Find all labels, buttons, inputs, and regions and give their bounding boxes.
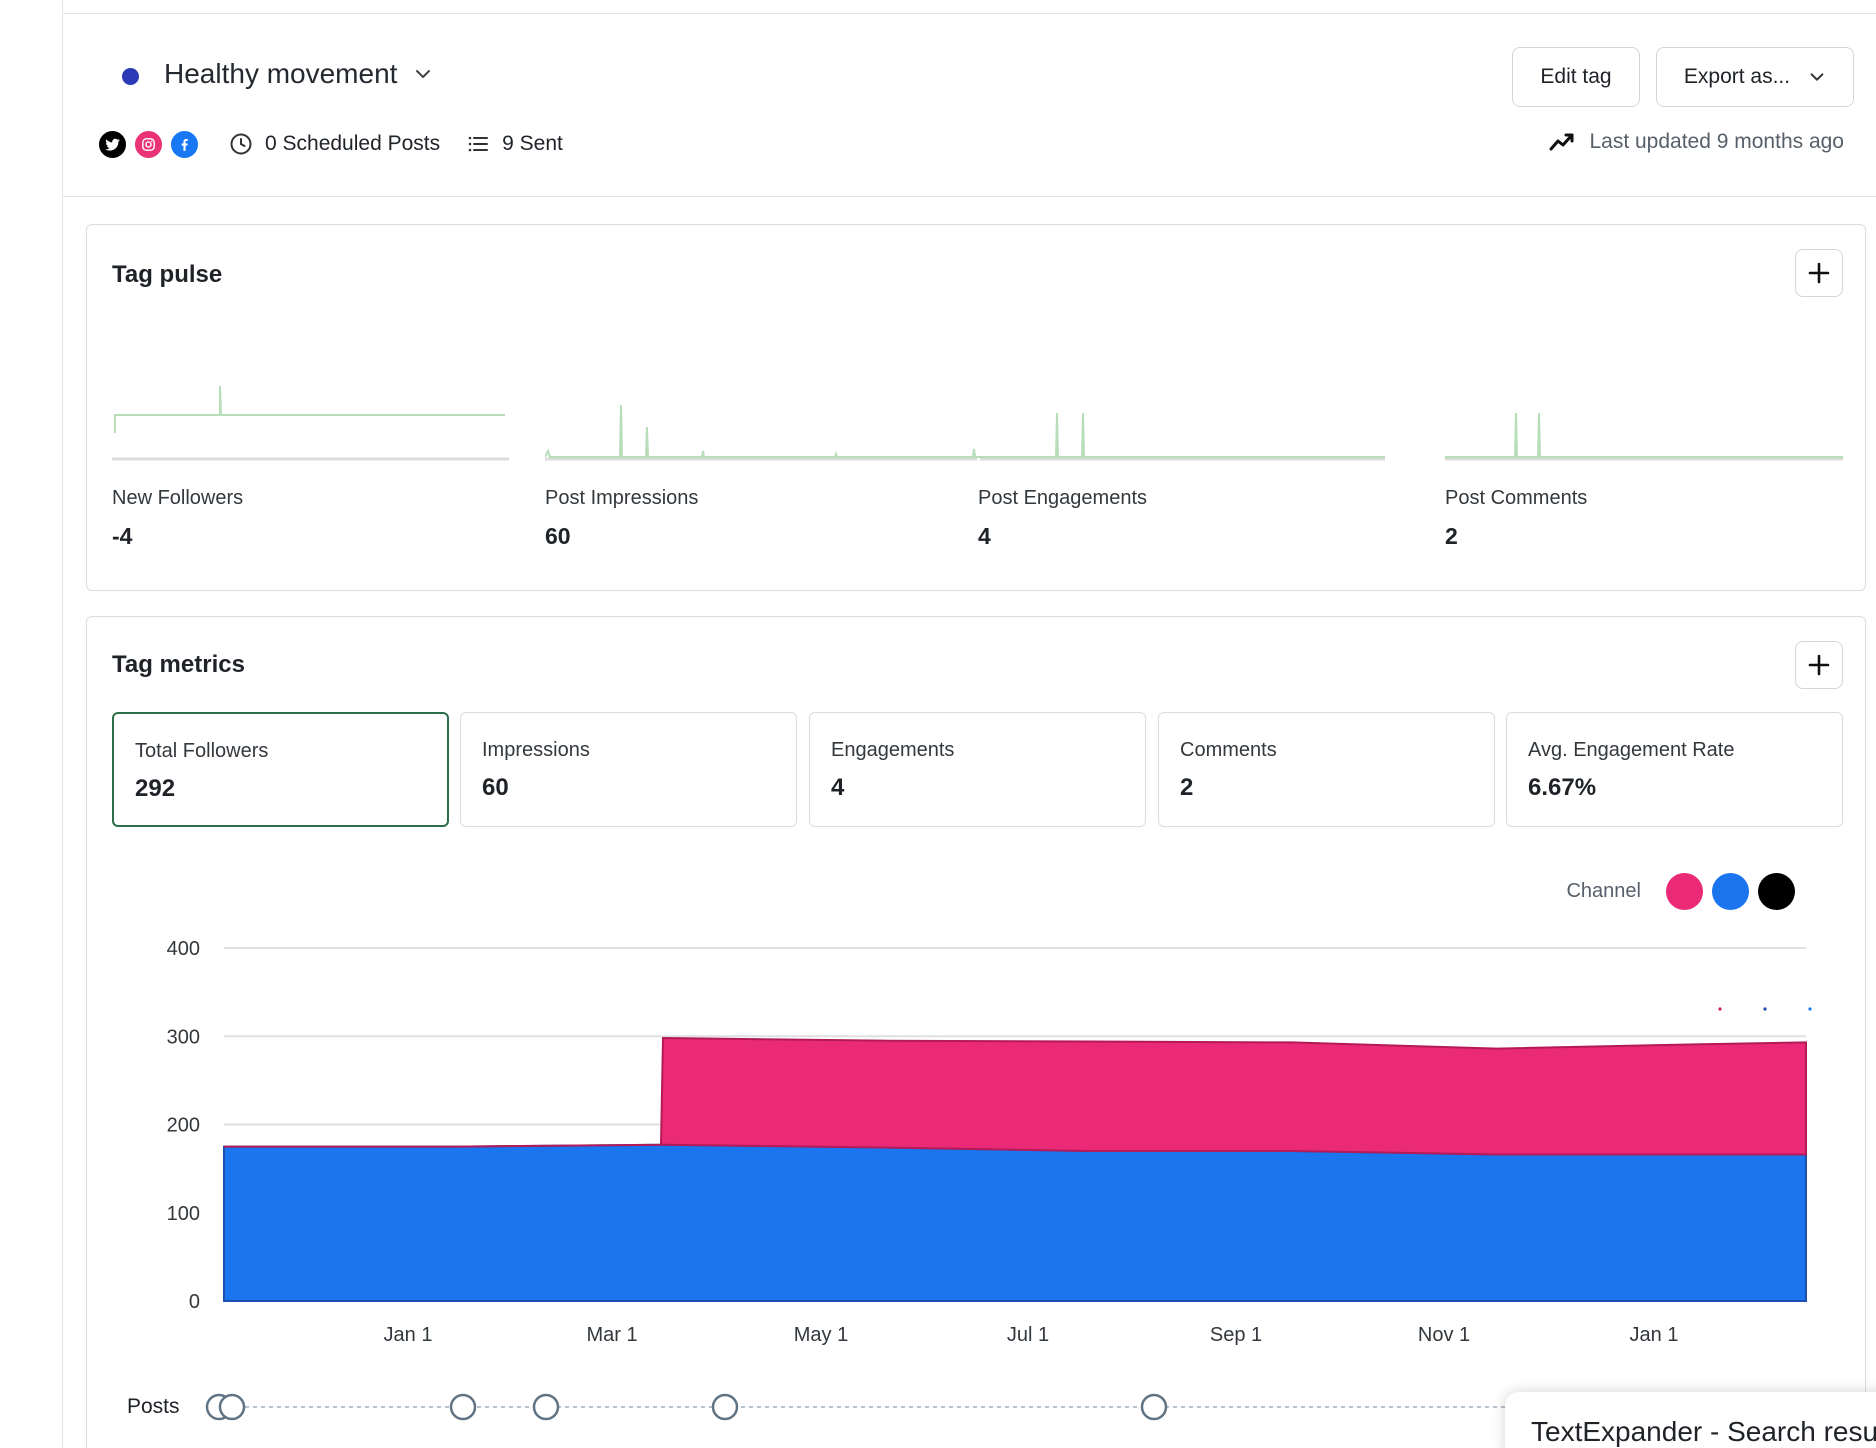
metric-label: Comments — [1180, 739, 1277, 761]
x-tick-label: Jan 1 — [1630, 1324, 1679, 1346]
y-tick-label: 400 — [167, 938, 200, 960]
tag-metrics-title: Tag metrics — [112, 651, 245, 678]
post-impressions-sparkline — [545, 404, 1385, 461]
metric-label: Total Followers — [135, 740, 269, 762]
facebook-icon — [169, 128, 200, 160]
posts-label: Posts — [127, 1395, 180, 1418]
tag-pulse-title: Tag pulse — [112, 261, 223, 288]
metric-label: Avg. Engagement Rate — [1528, 739, 1735, 761]
y-tick-label: 200 — [167, 1115, 200, 1137]
x-tick-label: May 1 — [794, 1324, 848, 1346]
metric-total-followers[interactable]: Total Followers 292 — [112, 712, 449, 827]
metric-label: Impressions — [482, 739, 590, 761]
y-tick-label: 100 — [167, 1203, 200, 1225]
post-marker — [1140, 1393, 1168, 1421]
metric-value: 60 — [482, 774, 509, 801]
legend-facebook-dot[interactable] — [1712, 873, 1749, 910]
textexpander-toast[interactable]: TextExpander - Search results — [1505, 1392, 1876, 1448]
series-area — [223, 1143, 1807, 1302]
y-tick-label: 0 — [189, 1291, 200, 1313]
legend-instagram-dot[interactable] — [1666, 873, 1703, 910]
tag-meta-row: 0 Scheduled Posts 9 Sent — [97, 128, 563, 160]
legend-label: Channel — [1566, 880, 1641, 902]
metric-engagements[interactable]: Engagements 4 — [809, 712, 1146, 827]
series-end-marker — [1763, 1007, 1767, 1011]
post-marker — [449, 1393, 477, 1421]
series-area — [224, 1037, 1807, 1156]
instagram-icon — [133, 128, 164, 160]
tag-metrics-card: Tag metrics Total Followers 292 Impressi… — [86, 616, 1866, 1448]
metric-value: 292 — [135, 775, 176, 802]
channel-legend: Channel — [1566, 873, 1795, 910]
twitter-icon — [97, 128, 128, 160]
metric-value: 4 — [831, 774, 845, 801]
tag-name: Healthy movement — [164, 58, 398, 89]
followers-area-chart: 0 100 200 300 400 Jan 1 Mar 1 May 1 Jul 1 Sep 1 No… — [167, 938, 1812, 1421]
legend-twitter-dot[interactable] — [1758, 873, 1795, 910]
series-end-marker — [1808, 1007, 1812, 1011]
new-followers-sparkline — [112, 385, 509, 461]
tag-header: Healthy movement Edit tag Export as... 0… — [63, 14, 1876, 197]
content-left-border — [62, 0, 63, 1448]
series-end-marker — [1718, 1007, 1722, 1011]
metric-comments[interactable]: Comments 2 — [1158, 712, 1495, 827]
x-tick-label: Sep 1 — [1210, 1324, 1262, 1346]
metric-impressions[interactable]: Impressions 60 — [460, 712, 797, 827]
toast-text: TextExpander - Search results — [1531, 1416, 1876, 1447]
pulse-value: 4 — [978, 523, 991, 549]
export-dropdown-button[interactable]: Export as... — [1656, 47, 1854, 107]
last-updated-label: Last updated 9 months ago — [1589, 130, 1844, 153]
pulse-value: -4 — [112, 523, 133, 549]
post-marker — [711, 1393, 739, 1421]
x-tick-label: Nov 1 — [1418, 1324, 1470, 1346]
chevron-down-icon — [1810, 73, 1824, 81]
pulse-post-impressions: Post Impressions 60 Post Engagements 4 — [545, 225, 1385, 592]
y-tick-label: 300 — [167, 1026, 200, 1048]
pulse-label: Post Engagements — [978, 487, 1147, 509]
clock-icon — [230, 133, 252, 155]
pulse-label: Post Comments — [1445, 487, 1588, 509]
post-marker — [532, 1393, 560, 1421]
metric-avg-engagement-rate[interactable]: Avg. Engagement Rate 6.67% — [1506, 712, 1843, 827]
tag-selector[interactable]: Healthy movement — [164, 58, 433, 90]
edit-tag-button[interactable]: Edit tag — [1512, 47, 1640, 107]
pulse-post-comments: Post Comments 2 — [1445, 225, 1845, 592]
add-metric-button[interactable] — [1795, 641, 1843, 689]
trend-up-icon — [1549, 133, 1574, 151]
metric-value: 6.67% — [1528, 774, 1597, 801]
tag-pulse-card: Tag pulse New Followers -4 Post Impressi… — [86, 224, 1866, 591]
post-comments-sparkline — [1445, 412, 1843, 461]
pulse-label: Post Impressions — [545, 487, 699, 509]
metric-value: 2 — [1180, 774, 1194, 801]
sent-posts: 9 Sent — [466, 132, 563, 156]
x-tick-label: Mar 1 — [586, 1324, 637, 1346]
scheduled-posts: 0 Scheduled Posts — [229, 132, 440, 156]
pulse-value: 60 — [545, 523, 571, 549]
plus-icon — [1808, 262, 1830, 284]
metric-label: Engagements — [831, 739, 955, 761]
chevron-down-icon — [416, 70, 431, 78]
content-top-border — [62, 13, 1876, 14]
list-icon — [468, 136, 489, 152]
edit-tag-label: Edit tag — [1540, 65, 1612, 88]
add-pulse-button[interactable] — [1795, 249, 1843, 297]
post-marker — [218, 1393, 246, 1421]
last-updated: Last updated 9 months ago — [1549, 129, 1844, 155]
x-tick-label: Jan 1 — [384, 1324, 433, 1346]
scheduled-posts-label: 0 Scheduled Posts — [265, 132, 441, 155]
pulse-label: New Followers — [112, 487, 244, 509]
sent-posts-label: 9 Sent — [502, 132, 563, 155]
x-tick-label: Jul 1 — [1007, 1324, 1049, 1346]
export-label: Export as... — [1683, 65, 1791, 88]
plus-icon — [1808, 654, 1830, 676]
pulse-value: 2 — [1445, 523, 1458, 549]
tag-color-dot — [122, 68, 139, 85]
pulse-new-followers: New Followers -4 — [112, 225, 512, 592]
